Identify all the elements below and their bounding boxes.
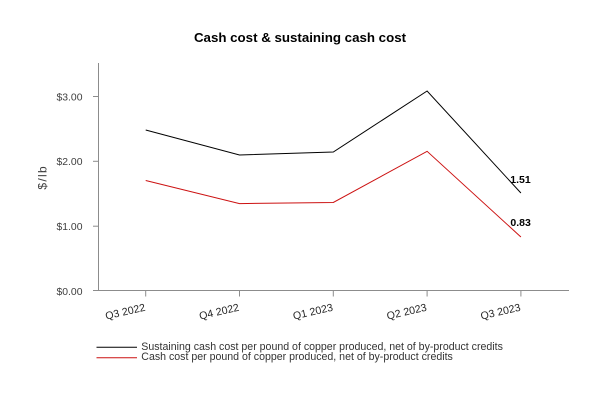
svg-text:$1.00: $1.00 (56, 222, 82, 233)
svg-text:Cash cost per pound of copper: Cash cost per pound of copper produced, … (141, 351, 453, 363)
svg-text:Q1 2023: Q1 2023 (292, 302, 334, 323)
svg-text:$/lb: $/lb (35, 165, 49, 190)
svg-text:$0.00: $0.00 (56, 287, 82, 298)
svg-text:1.51: 1.51 (510, 174, 531, 186)
svg-text:$3.00: $3.00 (56, 92, 82, 103)
svg-text:Sustaining cash cost per pound: Sustaining cash cost per pound of copper… (141, 341, 503, 353)
svg-text:Q2 2023: Q2 2023 (386, 302, 428, 323)
svg-text:Q3 2022: Q3 2022 (104, 302, 146, 323)
svg-text:Q4 2022: Q4 2022 (198, 302, 240, 323)
svg-text:Cash cost & sustaining cash co: Cash cost & sustaining cash cost (194, 30, 407, 45)
svg-text:Q3 2023: Q3 2023 (479, 302, 521, 323)
svg-text:$2.00: $2.00 (56, 157, 82, 168)
svg-text:0.83: 0.83 (510, 217, 531, 229)
